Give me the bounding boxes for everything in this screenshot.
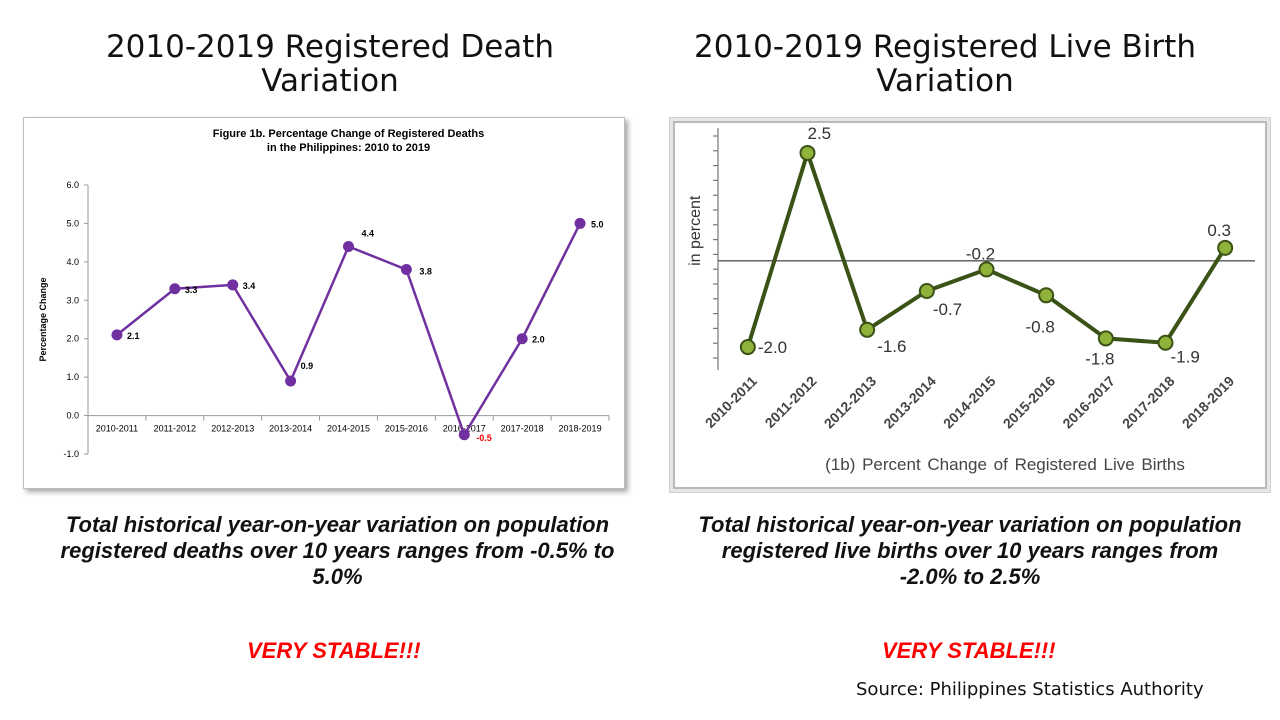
chart-title: Figure 1b. Percentage Change of Register… [213, 128, 484, 140]
births-data-label: -0.8 [1026, 317, 1055, 336]
deaths-data-point [516, 333, 528, 345]
x-tick-label: 2017-2018 [501, 424, 544, 434]
deaths-data-label: 5.0 [591, 219, 604, 229]
births-data-point [1038, 287, 1055, 304]
births-data-label: 2.5 [808, 124, 832, 143]
deaths-data-label: 2.0 [532, 335, 545, 345]
births-summary-text: Total historical year-on-year variation … [698, 512, 1242, 589]
deaths-data-point [111, 329, 123, 341]
births-data-point [1097, 330, 1114, 347]
births-data-point [918, 282, 935, 299]
x-tick-label: 2014-2015 [327, 424, 370, 434]
births-data-label: -2.0 [758, 338, 787, 357]
births-data-point [978, 261, 995, 278]
deaths-data-label: 4.4 [362, 228, 375, 238]
deaths-data-point [343, 240, 354, 252]
x-tick-label: 2010-2011 [96, 424, 138, 434]
chart-title: (1b) Percent Change of Registered Live B… [825, 455, 1185, 474]
births-data-point [799, 144, 816, 161]
deaths-data-point [169, 283, 181, 295]
births-data-point [859, 321, 876, 338]
x-tick-label: 2012-2013 [211, 424, 254, 434]
deaths-data-point [458, 429, 470, 441]
deaths-data-point [285, 375, 297, 387]
births-data-label: -0.2 [966, 244, 995, 263]
deaths-data-point [400, 264, 412, 276]
births-data-point [1217, 239, 1234, 256]
x-tick-label: 2016-2017 [443, 424, 486, 434]
y-tick-label: 4.0 [66, 257, 79, 267]
y-tick-label: 2.0 [66, 334, 79, 344]
deaths-data-label: 3.4 [243, 281, 256, 291]
births-plot-frame [673, 121, 1267, 489]
x-tick-label: 2011-2012 [154, 424, 196, 434]
y-axis-label: in percent [687, 195, 704, 266]
births-stable-callout: VERY STABLE!!! [882, 638, 1056, 663]
y-tick-label: 0.0 [66, 411, 79, 421]
births-data-label: -1.8 [1085, 349, 1114, 368]
births-data-point [739, 339, 756, 356]
deaths-data-label: 0.9 [301, 361, 314, 371]
deaths-line-chart: Figure 1b. Percentage Change of Register… [38, 128, 610, 459]
deaths-data-label: 2.1 [127, 331, 140, 341]
births-data-label: -0.7 [933, 300, 962, 319]
chart-subtitle: in the Philippines: 2010 to 2019 [267, 142, 430, 154]
deaths-data-point [574, 217, 586, 229]
deaths-chart-panel: Figure 1b. Percentage Change of Register… [23, 117, 625, 489]
y-tick-label: -1.0 [63, 449, 79, 459]
x-tick-label: 2018-2019 [559, 424, 602, 434]
y-tick-label: 1.0 [66, 372, 79, 382]
deaths-data-point [227, 279, 239, 291]
deaths-series-line [116, 222, 582, 438]
deaths-data-label: 3.3 [185, 285, 198, 295]
births-chart-panel: in percent 2010-2011 2011-2012 2012-2013 201… [669, 117, 1271, 493]
death-variation-heading: 2010-2019 Registered Death Variation [105, 29, 555, 99]
deaths-summary-text: Total historical year-on-year variation … [60, 512, 615, 589]
births-data-point [1157, 334, 1174, 351]
births-data-label: -1.6 [877, 337, 906, 356]
x-tick-label: 2013-2014 [269, 424, 312, 434]
x-tick-label: 2015-2016 [385, 424, 428, 434]
y-tick-label: 6.0 [66, 180, 79, 190]
y-tick-label: 3.0 [66, 295, 79, 305]
y-axis-label: Percentage Change [38, 277, 48, 361]
births-data-label: -1.9 [1171, 348, 1200, 367]
y-tick-label: 5.0 [66, 218, 79, 228]
deaths-data-label: 3.8 [419, 267, 432, 277]
birth-variation-heading: 2010-2019 Registered Live Birth Variatio… [694, 29, 1196, 99]
deaths-data-label: -0.5 [476, 433, 492, 443]
source-note: Source: Philippines Statistics Authority [856, 679, 1204, 700]
births-data-label: 0.3 [1207, 221, 1231, 240]
deaths-stable-callout: VERY STABLE!!! [247, 638, 421, 663]
